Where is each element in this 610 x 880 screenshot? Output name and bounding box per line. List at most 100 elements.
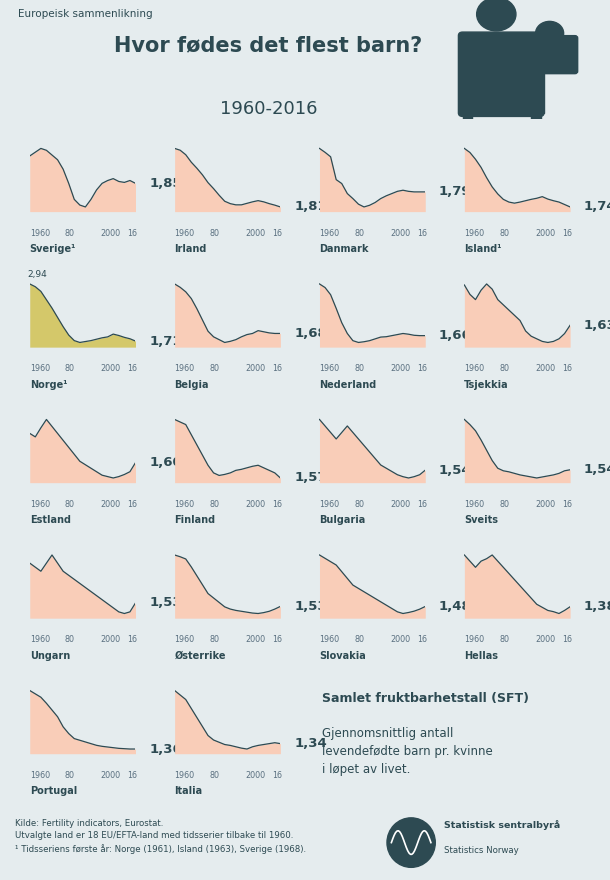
Text: Samlet fruktbarhetstall (SFT): Samlet fruktbarhetstall (SFT)	[322, 692, 529, 705]
FancyBboxPatch shape	[459, 32, 544, 116]
Circle shape	[536, 21, 564, 45]
Text: Island¹: Island¹	[464, 244, 502, 254]
Text: 16: 16	[127, 771, 137, 780]
Text: 2000: 2000	[390, 364, 411, 373]
Text: Nederland: Nederland	[320, 379, 377, 390]
Text: 80: 80	[354, 229, 364, 238]
Text: Tsjekkia: Tsjekkia	[464, 379, 509, 390]
Bar	[533, 35, 544, 113]
Text: 80: 80	[209, 635, 220, 644]
Text: 1960-2016: 1960-2016	[220, 99, 317, 118]
Text: 2000: 2000	[101, 229, 121, 238]
Text: Ungarn: Ungarn	[30, 650, 70, 661]
Text: 16: 16	[127, 364, 137, 373]
Text: 16: 16	[562, 635, 572, 644]
Text: 80: 80	[499, 635, 509, 644]
Text: 1,85: 1,85	[149, 177, 182, 190]
Text: 16: 16	[272, 500, 282, 509]
Text: 80: 80	[209, 500, 220, 509]
Text: 1,38: 1,38	[584, 600, 610, 613]
Text: 1,57: 1,57	[294, 472, 326, 485]
Text: 16: 16	[562, 229, 572, 238]
Text: 1960: 1960	[464, 635, 484, 644]
Text: 1960: 1960	[174, 635, 195, 644]
Text: 16: 16	[417, 229, 427, 238]
Text: Gjennomsnittlig antall
levendefødte barn pr. kvinne
i løpet av livet.: Gjennomsnittlig antall levendefødte barn…	[322, 727, 493, 775]
Text: Europeisk sammenlikning: Europeisk sammenlikning	[18, 9, 153, 19]
Text: 1,36: 1,36	[149, 743, 182, 756]
Text: Bulgaria: Bulgaria	[320, 515, 366, 525]
Text: Belgia: Belgia	[174, 379, 209, 390]
Text: 80: 80	[499, 500, 509, 509]
Text: 80: 80	[65, 229, 74, 238]
Text: 1,63: 1,63	[584, 319, 610, 332]
Text: 2000: 2000	[245, 500, 265, 509]
Text: 80: 80	[209, 229, 220, 238]
FancyBboxPatch shape	[530, 35, 578, 74]
Text: 16: 16	[417, 500, 427, 509]
Text: 1,54: 1,54	[439, 464, 472, 477]
Text: Norge¹: Norge¹	[30, 379, 67, 390]
Text: 1,34: 1,34	[294, 737, 327, 750]
Text: 2000: 2000	[101, 364, 121, 373]
Text: 1960: 1960	[320, 635, 340, 644]
Text: Østerrike: Østerrike	[174, 650, 226, 661]
Text: 80: 80	[354, 364, 364, 373]
Text: Slovakia: Slovakia	[320, 650, 366, 661]
Text: 16: 16	[417, 635, 427, 644]
Text: 2,94: 2,94	[27, 270, 48, 279]
Text: 16: 16	[127, 635, 137, 644]
Text: Estland: Estland	[30, 515, 71, 525]
Text: Statistics Norway: Statistics Norway	[444, 846, 519, 855]
Text: 1,53: 1,53	[149, 597, 182, 610]
Ellipse shape	[387, 818, 436, 868]
Text: 16: 16	[272, 771, 282, 780]
Text: 2000: 2000	[101, 635, 121, 644]
Text: 1,48: 1,48	[439, 600, 472, 613]
Text: 1960: 1960	[174, 771, 195, 780]
Bar	[462, 105, 472, 119]
Text: 2000: 2000	[535, 364, 555, 373]
Text: Statistisk sentralbyrå: Statistisk sentralbyrå	[444, 820, 561, 831]
Text: 80: 80	[65, 500, 74, 509]
Text: 1960: 1960	[174, 364, 195, 373]
Text: 1,71: 1,71	[149, 334, 182, 348]
Text: 80: 80	[65, 771, 74, 780]
Text: 1,74: 1,74	[584, 201, 610, 214]
Text: 16: 16	[272, 364, 282, 373]
Text: 1,81: 1,81	[294, 201, 327, 214]
Text: 1,54: 1,54	[584, 463, 610, 476]
Text: 80: 80	[209, 771, 220, 780]
Text: 2000: 2000	[390, 635, 411, 644]
Bar	[531, 105, 541, 119]
Text: 1960: 1960	[30, 229, 50, 238]
Text: 2000: 2000	[245, 229, 265, 238]
Text: 1960: 1960	[320, 229, 340, 238]
Text: 1960: 1960	[464, 500, 484, 509]
Text: 16: 16	[562, 500, 572, 509]
Text: 1960: 1960	[30, 635, 50, 644]
Text: Hvor fødes det flest barn?: Hvor fødes det flest barn?	[114, 36, 423, 55]
Text: 80: 80	[65, 635, 74, 644]
Text: 80: 80	[209, 364, 220, 373]
Text: 1960: 1960	[320, 364, 340, 373]
Text: 16: 16	[417, 364, 427, 373]
Text: 1960: 1960	[320, 500, 340, 509]
Text: 2000: 2000	[390, 229, 411, 238]
Text: Italia: Italia	[174, 786, 203, 796]
Text: 2000: 2000	[535, 500, 555, 509]
Text: Portugal: Portugal	[30, 786, 77, 796]
Text: 16: 16	[562, 364, 572, 373]
Text: 1960: 1960	[30, 771, 50, 780]
Text: 2000: 2000	[245, 364, 265, 373]
Text: 1960: 1960	[174, 500, 195, 509]
Text: 80: 80	[499, 229, 509, 238]
Text: 80: 80	[354, 500, 364, 509]
Text: 1960: 1960	[174, 229, 195, 238]
Text: Kilde: Fertility indicators, Eurostat.
Utvalgte land er 18 EU/EFTA-land med tids: Kilde: Fertility indicators, Eurostat. U…	[15, 818, 306, 854]
Text: 1,66: 1,66	[439, 329, 472, 342]
Text: 2000: 2000	[390, 500, 411, 509]
Text: 80: 80	[499, 364, 509, 373]
Text: 2000: 2000	[535, 229, 555, 238]
Text: 1,60: 1,60	[149, 456, 182, 469]
